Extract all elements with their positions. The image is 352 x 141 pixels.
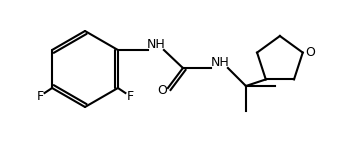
Text: F: F [126, 90, 133, 103]
Text: F: F [37, 90, 44, 103]
Text: NH: NH [210, 57, 229, 70]
Text: O: O [157, 84, 167, 97]
Text: NH: NH [147, 38, 166, 51]
Text: O: O [305, 46, 315, 59]
